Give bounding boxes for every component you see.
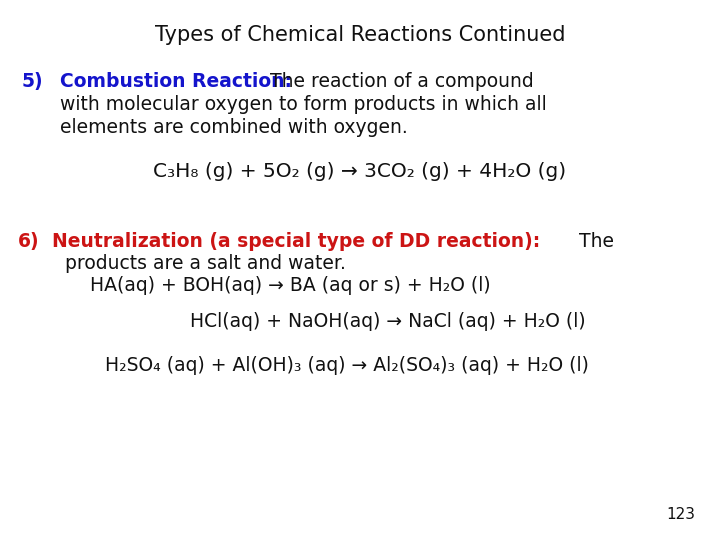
- Text: products are a salt and water.: products are a salt and water.: [65, 254, 346, 273]
- Text: 5): 5): [22, 72, 44, 91]
- Text: 123: 123: [666, 507, 695, 522]
- Text: Combustion Reaction:: Combustion Reaction:: [60, 72, 292, 91]
- Text: The: The: [567, 232, 614, 251]
- Text: with molecular oxygen to form products in which all: with molecular oxygen to form products i…: [60, 95, 546, 114]
- Text: H₂SO₄ (aq) + Al(OH)₃ (aq) → Al₂(SO₄)₃ (aq) + H₂O (l): H₂SO₄ (aq) + Al(OH)₃ (aq) → Al₂(SO₄)₃ (a…: [105, 356, 589, 375]
- Text: HA(aq) + BOH(aq) → BA (aq or s) + H₂O (l): HA(aq) + BOH(aq) → BA (aq or s) + H₂O (l…: [90, 276, 490, 295]
- Text: HCl(aq) + NaOH(aq) → NaCl (aq) + H₂O (l): HCl(aq) + NaOH(aq) → NaCl (aq) + H₂O (l): [190, 312, 585, 331]
- Text: elements are combined with oxygen.: elements are combined with oxygen.: [60, 118, 408, 137]
- Text: The reaction of a compound: The reaction of a compound: [258, 72, 534, 91]
- Text: Neutralization (a special type of DD reaction):: Neutralization (a special type of DD rea…: [52, 232, 540, 251]
- Text: Types of Chemical Reactions Continued: Types of Chemical Reactions Continued: [155, 25, 565, 45]
- Text: 6): 6): [18, 232, 40, 251]
- Text: C₃H₈ (g) + 5O₂ (g) → 3CO₂ (g) + 4H₂O (g): C₃H₈ (g) + 5O₂ (g) → 3CO₂ (g) + 4H₂O (g): [153, 162, 567, 181]
